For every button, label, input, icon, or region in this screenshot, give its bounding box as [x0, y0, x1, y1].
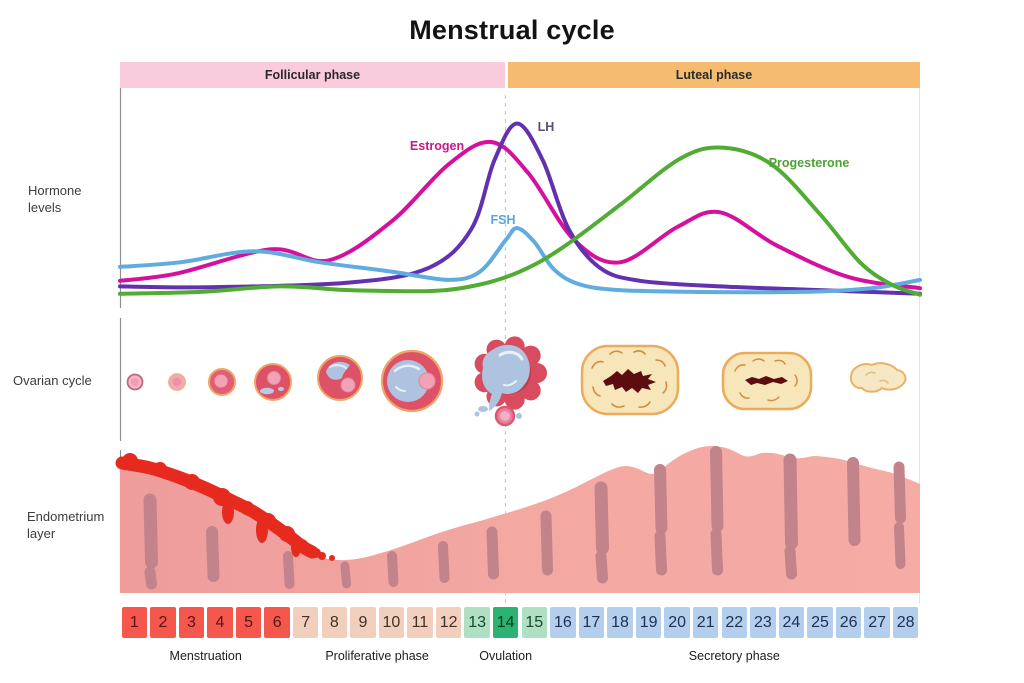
day-cell-7: 7 [292, 607, 319, 638]
day-cell-14: 14 [492, 607, 519, 638]
released-oocyte-icon [494, 405, 516, 427]
progesterone-curve [118, 145, 922, 297]
day-cell-22: 22 [721, 607, 748, 638]
estrogen-curve [118, 139, 922, 291]
day-cell-5: 5 [235, 607, 262, 638]
mature-graafian-follicle-icon [380, 349, 444, 413]
day-cell-15: 15 [521, 607, 548, 638]
hormone-levels-row-label: Hormone levels [28, 183, 82, 215]
secondary-follicle-icon [208, 368, 236, 396]
day-cell-24: 24 [778, 607, 805, 638]
follicular-phase-bar: Follicular phase [120, 62, 505, 88]
phase-label-proliferative: Proliferative phase [325, 649, 429, 663]
day-cell-16: 16 [550, 607, 576, 638]
day-cell-9: 9 [350, 607, 376, 638]
luteal-phase-bar: Luteal phase [508, 62, 920, 88]
day-cell-1: 1 [121, 607, 148, 638]
day-cell-28: 28 [892, 607, 919, 638]
day-cell-23: 23 [750, 607, 776, 638]
endometrium-body [120, 445, 920, 593]
day-cell-2: 2 [150, 607, 176, 638]
phase-label-ovulation: Ovulation [479, 649, 533, 663]
endometrial-glands [143, 446, 906, 590]
day-cell-25: 25 [807, 607, 833, 638]
day-cell-3: 3 [178, 607, 205, 638]
day-cell-10: 10 [378, 607, 405, 638]
day-cell-12: 12 [435, 607, 462, 638]
day-cell-21: 21 [692, 607, 719, 638]
endometrium-illustration [115, 445, 920, 593]
phase-label-menstruation: Menstruation [169, 649, 242, 663]
ovarian-cycle-illustration [126, 336, 907, 427]
menstrual-blood [115, 453, 335, 561]
lh-curve-label: LH [537, 120, 555, 134]
regressing-corpus-luteum-icon [721, 351, 813, 411]
tertiary-follicle-icon [254, 363, 292, 401]
growing-graafian-follicle-icon [317, 355, 363, 401]
day-cell-18: 18 [607, 607, 633, 638]
ovarian-cycle-row-label: Ovarian cycle [13, 373, 92, 388]
day-cell-11: 11 [407, 607, 433, 638]
corpus-luteum-icon [580, 344, 680, 416]
day-cell-26: 26 [835, 607, 862, 638]
progesterone-curve-label: Progesterone [768, 156, 850, 170]
ovulation-ruptured-follicle-icon [474, 336, 547, 427]
primary-follicle-icon [168, 373, 186, 391]
primordial-follicle-icon [126, 373, 144, 391]
day-cell-4: 4 [207, 607, 233, 638]
page-title: Menstrual cycle [409, 15, 615, 45]
hormone-curves [118, 121, 922, 297]
day-cell-6: 6 [264, 607, 290, 638]
follicular-phase-label: Follicular phase [264, 68, 361, 82]
estrogen-curve-label: Estrogen [409, 139, 465, 153]
luteal-phase-label: Luteal phase [675, 68, 753, 82]
day-cell-19: 19 [635, 607, 662, 638]
day-cell-13: 13 [464, 607, 490, 638]
lh-curve [118, 121, 922, 296]
fsh-curve [118, 226, 922, 295]
day-cell-17: 17 [578, 607, 605, 638]
phase-label-secretory: Secretory phase [688, 649, 780, 663]
day-cell-20: 20 [664, 607, 690, 638]
corpus-albicans-icon [849, 362, 907, 393]
endometrium-layer-row-label: Endometrium layer [27, 509, 105, 541]
day-cell-27: 27 [864, 607, 890, 638]
day-cell-8: 8 [321, 607, 348, 638]
fsh-curve-label: FSH [490, 213, 516, 227]
